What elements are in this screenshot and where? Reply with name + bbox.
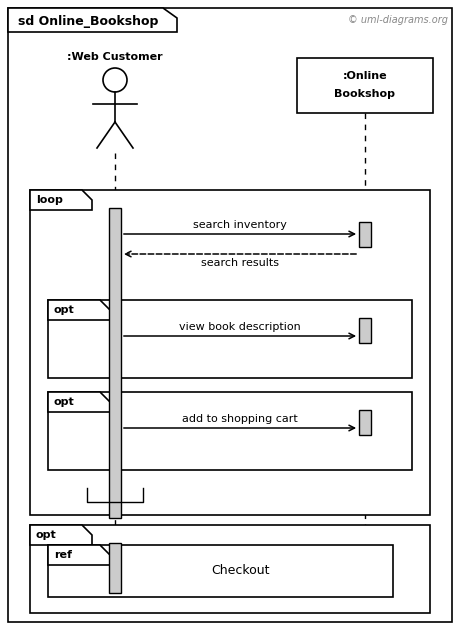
Text: © uml-diagrams.org: © uml-diagrams.org bbox=[347, 15, 447, 25]
Polygon shape bbox=[48, 545, 110, 565]
Text: ref: ref bbox=[54, 550, 72, 560]
Text: sd Online_Bookshop: sd Online_Bookshop bbox=[18, 14, 158, 28]
Text: :Online: :Online bbox=[342, 71, 386, 81]
Polygon shape bbox=[48, 392, 110, 412]
Text: Checkout: Checkout bbox=[211, 564, 269, 578]
Text: :Web Customer: :Web Customer bbox=[67, 52, 162, 62]
Bar bbox=[48, 545, 392, 597]
Bar bbox=[297, 58, 432, 113]
Text: opt: opt bbox=[36, 530, 56, 540]
Bar bbox=[358, 318, 370, 343]
Bar bbox=[30, 190, 429, 515]
Text: opt: opt bbox=[54, 305, 75, 315]
Polygon shape bbox=[8, 8, 177, 32]
Polygon shape bbox=[48, 300, 110, 320]
Text: search inventory: search inventory bbox=[193, 220, 286, 230]
Bar bbox=[30, 525, 429, 613]
Bar bbox=[109, 208, 121, 518]
Text: loop: loop bbox=[36, 195, 63, 205]
Bar bbox=[358, 410, 370, 435]
Bar bbox=[48, 392, 411, 470]
Text: search results: search results bbox=[201, 258, 279, 268]
Text: view book description: view book description bbox=[179, 322, 300, 332]
Polygon shape bbox=[30, 525, 92, 545]
Polygon shape bbox=[30, 190, 92, 210]
Bar bbox=[48, 300, 411, 378]
Bar bbox=[109, 543, 121, 593]
Bar bbox=[358, 222, 370, 247]
Text: add to shopping cart: add to shopping cart bbox=[182, 414, 297, 424]
Text: opt: opt bbox=[54, 397, 75, 407]
Text: Bookshop: Bookshop bbox=[334, 89, 395, 99]
